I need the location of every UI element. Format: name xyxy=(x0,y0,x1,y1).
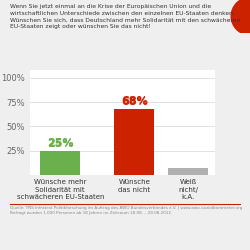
Text: 68%: 68% xyxy=(121,96,148,106)
Text: 25%: 25% xyxy=(47,139,74,149)
Bar xyxy=(40,151,80,175)
Wedge shape xyxy=(230,0,250,36)
Bar xyxy=(168,168,208,175)
Text: Quelle: TNS Infratest Politikforschung im Auftrag des AWO Bundesverbandes e.V. |: Quelle: TNS Infratest Politikforschung i… xyxy=(10,206,242,216)
Text: 25%: 25% xyxy=(47,138,74,148)
Bar xyxy=(114,109,154,175)
Text: Wenn Sie jetzt einmal an die Krise der Europäischen Union und die
wirtschaftlich: Wenn Sie jetzt einmal an die Krise der E… xyxy=(10,4,240,29)
Text: 68%: 68% xyxy=(121,97,148,107)
